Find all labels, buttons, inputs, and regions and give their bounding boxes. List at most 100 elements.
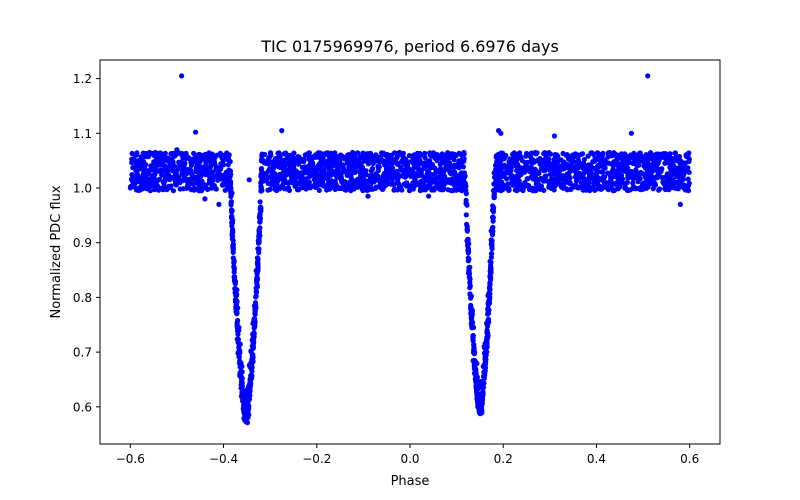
data-point (259, 153, 265, 159)
data-point (185, 176, 191, 183)
data-point (492, 174, 498, 180)
data-point (523, 161, 529, 167)
data-point (487, 286, 493, 292)
data-point (525, 176, 531, 182)
data-point (258, 205, 264, 211)
data-point (477, 410, 483, 416)
data-point (146, 151, 152, 158)
data-point (158, 186, 164, 192)
data-point (676, 153, 683, 160)
data-point (128, 183, 134, 189)
data-point (254, 269, 261, 275)
data-point (312, 184, 318, 190)
data-point (487, 265, 494, 271)
data-point (438, 174, 444, 180)
data-point (588, 164, 594, 170)
data-point (432, 165, 438, 171)
data-point (233, 299, 239, 305)
data-point (442, 178, 448, 184)
data-point (462, 173, 468, 179)
data-point (355, 150, 361, 156)
data-point (491, 181, 497, 187)
data-point (168, 151, 174, 157)
data-point (379, 150, 385, 156)
data-point (353, 181, 359, 187)
data-point (397, 149, 403, 156)
data-point (658, 168, 664, 174)
data-point (188, 180, 194, 186)
data-point (355, 159, 361, 165)
data-point (263, 159, 269, 165)
data-point (411, 152, 417, 158)
data-point (230, 255, 236, 261)
data-point (412, 157, 418, 163)
data-point (602, 157, 608, 163)
data-point (449, 176, 455, 182)
data-point (500, 150, 506, 156)
data-point (592, 187, 598, 193)
data-point (236, 345, 242, 351)
data-point (248, 373, 254, 379)
data-point (470, 333, 476, 339)
data-point (513, 173, 519, 180)
data-point (611, 150, 617, 156)
data-point (388, 153, 394, 159)
data-point (203, 162, 209, 169)
data-point (498, 169, 504, 175)
data-point (230, 242, 236, 248)
data-point (372, 177, 378, 184)
data-point (209, 176, 215, 182)
data-point (257, 219, 263, 225)
data-point (600, 150, 606, 156)
data-point (331, 169, 337, 176)
data-point (426, 193, 432, 199)
data-point (685, 176, 691, 182)
data-point (516, 169, 522, 176)
data-point (358, 169, 364, 175)
data-point (237, 364, 243, 370)
data-point (509, 178, 515, 184)
data-point (327, 186, 333, 192)
data-point (271, 163, 277, 169)
data-point (458, 160, 464, 166)
data-point (674, 179, 680, 185)
data-point (466, 256, 472, 262)
data-point (267, 150, 274, 156)
data-point (391, 171, 397, 177)
data-point (253, 293, 259, 299)
data-point (316, 187, 322, 193)
data-point (129, 172, 135, 178)
data-point (585, 153, 591, 159)
data-point (149, 183, 155, 189)
data-point (246, 177, 252, 183)
data-point (188, 187, 194, 193)
data-point (170, 188, 176, 194)
data-point (418, 169, 424, 176)
data-point (485, 310, 492, 316)
data-point (227, 188, 233, 194)
data-point (618, 172, 625, 178)
y-tick-label: 0.7 (73, 346, 92, 360)
data-point (232, 290, 238, 296)
data-point (344, 160, 350, 166)
data-point (185, 184, 191, 190)
data-point (555, 181, 562, 187)
data-point (585, 183, 592, 189)
data-point (233, 303, 239, 309)
data-point (541, 151, 547, 157)
data-point (682, 160, 688, 166)
data-point (155, 162, 161, 168)
data-point (509, 151, 516, 157)
data-point (485, 318, 491, 324)
data-point (537, 186, 543, 192)
data-point (662, 183, 669, 189)
data-point (173, 182, 179, 188)
data-point (422, 150, 428, 156)
data-point (545, 157, 551, 163)
data-point (146, 178, 152, 185)
data-point (249, 356, 255, 362)
x-tick-label: 0.2 (494, 452, 513, 466)
data-point (568, 186, 574, 193)
y-tick-label: 1.1 (73, 127, 92, 141)
data-point (595, 177, 601, 184)
